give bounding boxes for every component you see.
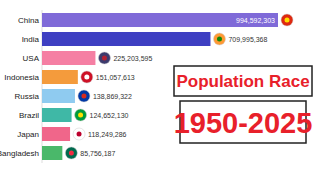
category-label: USA (23, 54, 40, 63)
bar (42, 127, 70, 141)
flag-icon (75, 109, 87, 121)
data-label: 225,203,595 (113, 55, 152, 62)
data-label: 994,592,303 (236, 17, 275, 24)
data-label: 118,249,286 (88, 131, 127, 138)
data-label: 138,869,322 (93, 93, 132, 100)
bar (42, 13, 278, 27)
subtitle: 1950-2025 (174, 107, 313, 139)
data-label: 709,995,368 (228, 36, 267, 43)
flag-icon-detail (102, 56, 107, 61)
title-box (174, 66, 312, 96)
flag-icon-detail (217, 37, 222, 42)
bar (42, 70, 78, 84)
flag-icon (65, 147, 77, 159)
flag-icon (213, 33, 225, 45)
category-label: Bangladesh (0, 149, 39, 158)
flag-icon-detail (81, 94, 86, 99)
data-label: 151,057,613 (96, 74, 135, 81)
flag-icon (81, 71, 93, 83)
data-label: 124,652,130 (90, 112, 129, 119)
category-label: India (22, 35, 40, 44)
bar (42, 51, 95, 65)
flag-icon-detail (69, 151, 74, 156)
bar (42, 89, 75, 103)
flag-icon-detail (84, 75, 89, 80)
flag-icon (78, 90, 90, 102)
bar (42, 108, 72, 122)
category-label: Indonesia (4, 73, 39, 82)
bar (42, 32, 210, 46)
flag-icon (73, 128, 85, 140)
chart: China 994,592,303 India 709,995,368 USA 225,2… (0, 0, 320, 180)
flag-icon-detail (78, 113, 83, 118)
flag-icon (281, 14, 293, 26)
category-label: Brazil (19, 111, 39, 120)
category-label: Japan (17, 130, 39, 139)
category-label: China (18, 16, 39, 25)
flag-icon-detail (285, 18, 290, 23)
title: Population Race (176, 72, 309, 91)
bar (42, 146, 62, 160)
category-label: Russia (15, 92, 40, 101)
flag-icon-detail (77, 132, 82, 137)
data-label: 85,756,187 (80, 150, 115, 157)
flag-icon (98, 52, 110, 64)
axis-range-line (42, 176, 278, 177)
